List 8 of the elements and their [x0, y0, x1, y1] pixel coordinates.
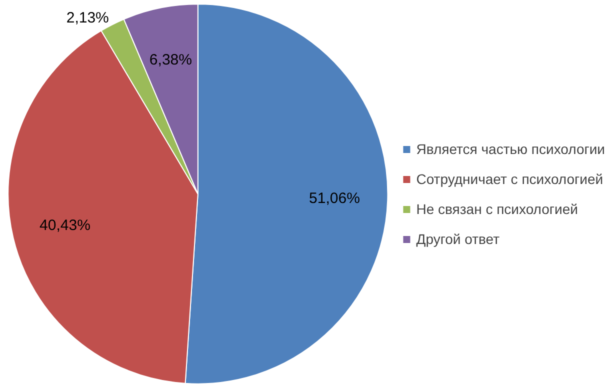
legend-label: Не связан с психологией	[416, 200, 578, 216]
legend-label: Сотрудничает с психологией	[416, 170, 604, 186]
legend-label: Является частью психологии	[416, 140, 605, 156]
data-label: 6,38%	[149, 52, 192, 69]
data-label: 40,43%	[40, 217, 90, 234]
data-label: 2,13%	[66, 9, 109, 26]
legend-label: Другой ответ	[416, 230, 500, 246]
data-label: 51,06%	[309, 190, 360, 208]
